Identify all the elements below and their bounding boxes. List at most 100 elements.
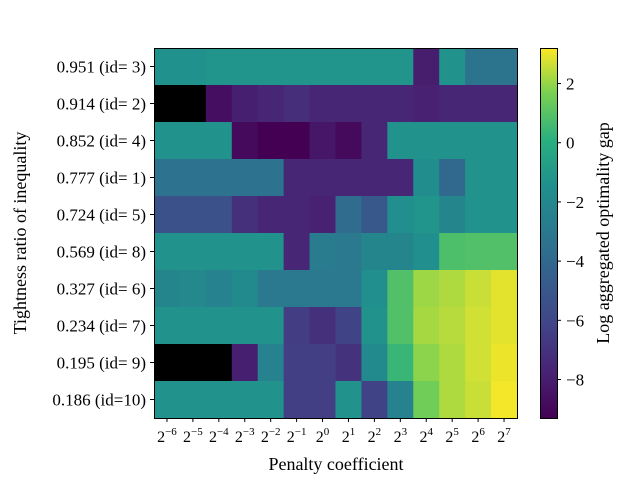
heatmap-cell: [231, 196, 259, 234]
heatmap-cell: [205, 85, 233, 123]
heatmap-cell: [361, 48, 388, 86]
x-tick-exponent: −5: [191, 426, 203, 438]
x-tick-label: 2−6: [157, 426, 177, 446]
heatmap-cell: [413, 48, 440, 86]
x-tick-exponent: −4: [217, 426, 229, 438]
heatmap-cell: [309, 48, 337, 86]
heatmap-cell: [257, 85, 285, 123]
heatmap-cell: [361, 159, 388, 197]
x-tick-exponent: 3: [402, 426, 408, 438]
heatmap-cell: [231, 85, 259, 123]
heatmap-cell: [205, 307, 233, 345]
heatmap-cell: [491, 270, 518, 308]
heatmap-cell: [231, 381, 259, 419]
x-tick-base: 2: [342, 429, 350, 446]
y-tick-label: 0.777 (id= 1): [57, 169, 146, 188]
heatmap-cell: [465, 270, 492, 308]
heatmap-cell: [179, 344, 207, 382]
x-tick-label: 27: [497, 426, 511, 446]
heatmap-cell: [491, 122, 518, 160]
x-tick-base: 2: [316, 429, 324, 446]
heatmap-cell: [491, 159, 518, 197]
heatmap-cell: [309, 196, 337, 234]
heatmap-cell: [335, 196, 363, 234]
heatmap-cell: [309, 307, 337, 345]
x-tick-label: 25: [445, 426, 459, 446]
heatmap-cell: [439, 233, 466, 271]
heatmap-cell: [205, 48, 233, 86]
heatmap-cell: [335, 48, 363, 86]
heatmap-cell: [154, 122, 181, 160]
heatmap-cell: [387, 122, 414, 160]
heatmap-cell: [491, 196, 518, 234]
heatmap-cell: [257, 48, 285, 86]
heatmap-cell: [309, 270, 337, 308]
heatmap-cell: [283, 233, 311, 271]
heatmap-cell: [231, 122, 259, 160]
heatmap-cell: [387, 233, 414, 271]
heatmap-cell: [361, 196, 388, 234]
heatmap-cell: [231, 48, 259, 86]
x-tick-label: 20: [316, 426, 330, 446]
heatmap-cell: [154, 233, 181, 271]
heatmap-cell: [335, 85, 363, 123]
heatmap-cell: [413, 344, 440, 382]
x-tick-label: 2−2: [261, 426, 281, 446]
heatmap-cell: [491, 307, 518, 345]
heatmap-cell: [154, 196, 181, 234]
heatmap-cell: [465, 381, 492, 419]
heatmap-cell: [439, 270, 466, 308]
heatmap-cell: [179, 48, 207, 86]
heatmap-cell: [387, 381, 414, 419]
x-tick-exponent: 0: [324, 426, 330, 438]
heatmap-cell: [465, 307, 492, 345]
heatmap-cell: [413, 381, 440, 419]
y-tick-label: 0.234 (id= 7): [57, 317, 146, 336]
heatmap-cell: [439, 381, 466, 419]
heatmap-cell: [205, 270, 233, 308]
heatmap-cell: [205, 344, 233, 382]
heatmap-cell: [413, 196, 440, 234]
colorbar: 2 0 −2 −4 −6 −8: [540, 48, 585, 419]
y-tick-label: 0.724 (id= 5): [57, 206, 146, 225]
x-tick-base: 2: [235, 429, 243, 446]
heatmap-cell: [309, 344, 337, 382]
heatmap-cell: [465, 122, 492, 160]
heatmap-cell: [361, 270, 388, 308]
heatmap-cell: [257, 122, 285, 160]
heatmap-cell: [283, 48, 311, 86]
y-tick-label: 0.186 (id=10): [52, 391, 146, 410]
heatmap-cell: [413, 233, 440, 271]
heatmap-cell: [491, 85, 518, 123]
heatmap-cell: [335, 233, 363, 271]
heatmap-cell: [179, 196, 207, 234]
heatmap-cell: [205, 381, 233, 419]
heatmap-cell: [491, 48, 518, 86]
heatmap-cell: [387, 270, 414, 308]
x-tick-base: 2: [497, 429, 505, 446]
heatmap-cell: [439, 48, 466, 86]
heatmap-cell: [179, 122, 207, 160]
heatmap-cell: [179, 85, 207, 123]
x-tick-base: 2: [445, 429, 453, 446]
x-tick-base: 2: [183, 429, 191, 446]
heatmap-cell: [283, 159, 311, 197]
heatmap-cell: [231, 233, 259, 271]
x-tick-exponent: −3: [243, 426, 255, 438]
x-tick-label: 2−4: [209, 426, 229, 446]
heatmap-cell: [154, 48, 181, 86]
heatmap-cell: [439, 344, 466, 382]
y-tick-label: 0.569 (id= 8): [57, 243, 146, 262]
heatmap-cell: [439, 85, 466, 123]
heatmap-cell: [309, 381, 337, 419]
x-tick-exponent: 7: [505, 426, 511, 438]
x-tick-base: 2: [157, 429, 165, 446]
heatmap-cell: [205, 159, 233, 197]
heatmap-cell: [361, 233, 388, 271]
heatmap-cell: [439, 122, 466, 160]
x-axis-label: Penalty coefficient: [268, 454, 403, 474]
heatmap-cell: [179, 381, 207, 419]
x-axis-ticks: 2−6 2−5 2−4 2−3 2−2 2−1 20 21 22 23 24 25 26 27: [157, 418, 511, 446]
heatmap-cell: [387, 159, 414, 197]
colorbar-tick-label: −8: [566, 371, 584, 390]
